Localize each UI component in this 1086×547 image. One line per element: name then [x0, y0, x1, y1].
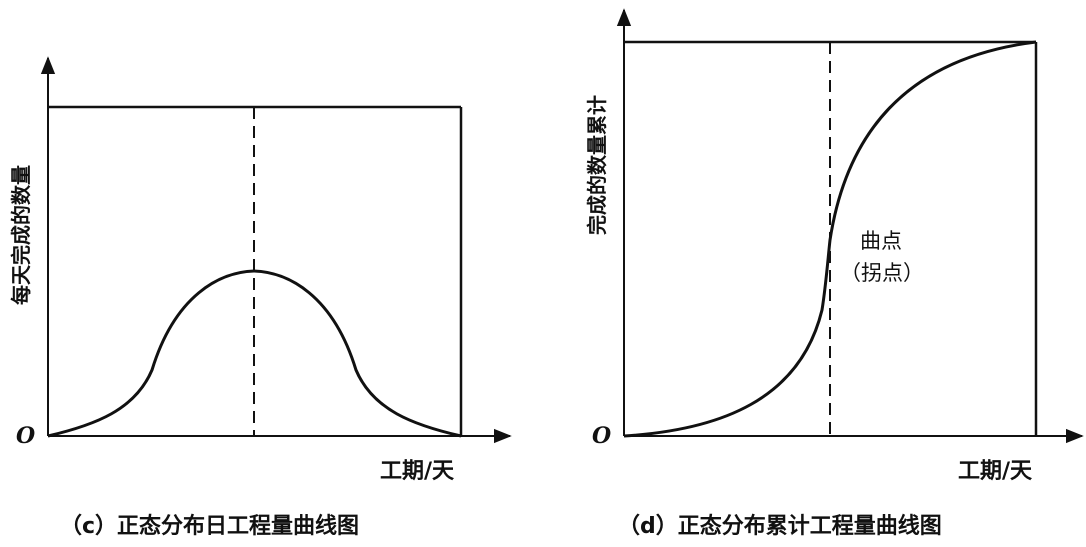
inflection-point-label: 曲点 [860, 229, 902, 253]
panel-d-caption: （d）正态分布累计工程量曲线图 [618, 513, 942, 539]
panel-d-s-curve [623, 40, 1037, 438]
panel-d-y-axis-label: 完成的数量累计 [585, 95, 609, 235]
panel-d-x-axis-label: 工期/天 [958, 459, 1033, 484]
panel-c-y-axis-label: 每天完成的数量 [9, 165, 33, 305]
panel-c-x-axis-label: 工期/天 [380, 459, 455, 484]
panel-c-origin-label: O [16, 423, 35, 449]
panel-d-origin-label: O [592, 423, 611, 449]
panel-c-daily-quantity: O 工期/天 每天完成的数量 （c）正态分布日工程量曲线图 [9, 56, 512, 539]
inflection-point-sublabel: （拐点） [840, 261, 924, 285]
panel-c-caption: （c）正态分布日工程量曲线图 [60, 513, 359, 539]
panel-d-cumulative-quantity: O 工期/天 完成的数量累计 曲点 （拐点） （d）正态分布累计工程量曲线图 [585, 8, 1084, 539]
panel-c-bell-curve [47, 269, 462, 438]
